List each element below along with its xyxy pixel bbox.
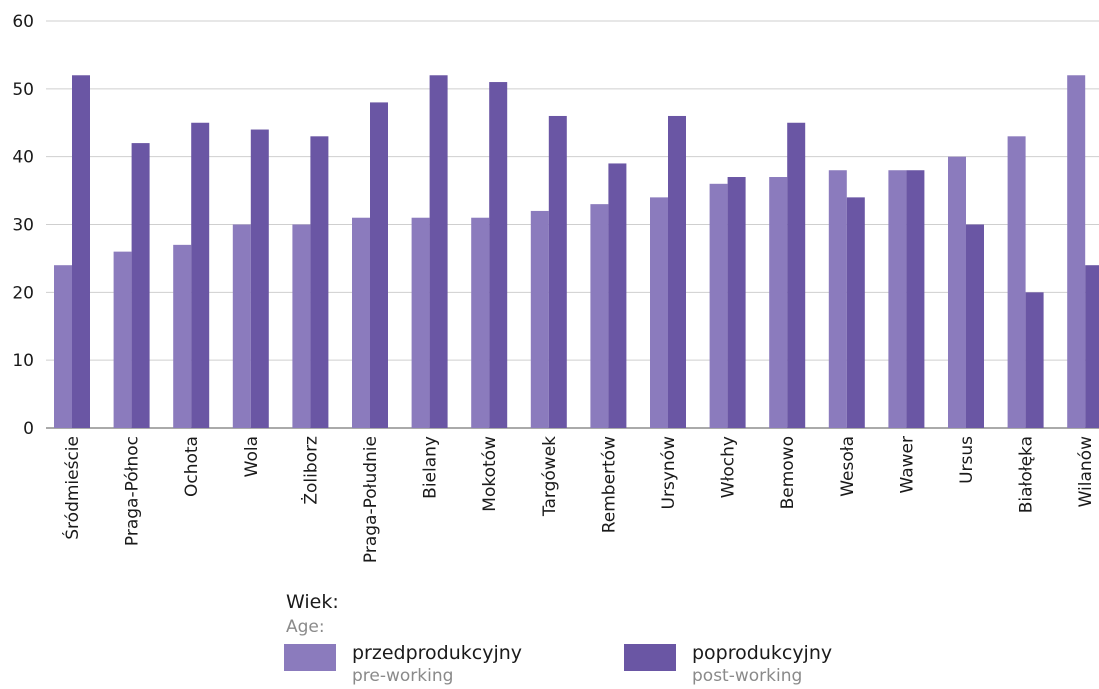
bar: [310, 136, 329, 429]
x-tick-label: Praga-Północ: [123, 436, 143, 546]
x-tick-label: Mokotów: [480, 436, 500, 512]
bar: [530, 210, 549, 428]
bar: [429, 75, 448, 429]
legend-swatch: [284, 644, 336, 671]
x-tick-label: Bielany: [421, 436, 441, 499]
x-tick-label: Wilanów: [1076, 436, 1096, 507]
bar: [906, 170, 925, 428]
bar: [948, 156, 966, 428]
bar: [54, 265, 72, 428]
x-tick-label: Bemowo: [778, 436, 798, 509]
bar: [191, 122, 210, 428]
bar: [1025, 292, 1044, 428]
bar: [727, 177, 746, 428]
bar: [888, 170, 907, 428]
bar: [292, 224, 311, 428]
y-tick-label: 40: [12, 148, 34, 168]
bar: [1085, 265, 1099, 428]
bar: [608, 163, 627, 428]
x-tick-label: Żoliborz: [300, 436, 321, 505]
x-tick-label: Ursynów: [659, 436, 679, 510]
bar: [709, 183, 728, 428]
bar: [131, 143, 150, 428]
legend-title: Wiek:: [286, 591, 339, 613]
x-tick-label: Praga-Południe: [361, 436, 381, 563]
x-tick-label: Ochota: [182, 436, 202, 497]
bar: [411, 217, 430, 428]
bar: [828, 170, 847, 428]
bar: [471, 217, 490, 428]
legend-sublabel: post-working: [692, 666, 803, 686]
y-tick-label: 60: [12, 12, 34, 32]
legend-subtitle: Age:: [286, 617, 325, 637]
y-tick-label: 10: [12, 351, 34, 371]
bar: [966, 224, 984, 428]
x-tick-label: Wola: [242, 436, 262, 477]
bar: [173, 244, 192, 428]
legend-label: poprodukcyjny: [692, 642, 833, 664]
bar: [232, 224, 251, 428]
bar: [489, 82, 508, 429]
bar: [548, 115, 567, 428]
x-tick-label: Rembertów: [599, 436, 619, 533]
bars: [54, 75, 1099, 429]
gridlines: [46, 20, 1099, 429]
bar: [1067, 75, 1086, 429]
y-tick-label: 50: [12, 80, 34, 100]
bar: [72, 75, 90, 429]
x-tick-label: Włochy: [719, 436, 739, 498]
bar: [650, 197, 668, 428]
x-tick-label: Ursus: [957, 436, 977, 484]
y-tick-label: 20: [12, 283, 34, 303]
legend-label: przedprodukcyjny: [352, 642, 523, 664]
bar: [769, 177, 788, 428]
bar: [113, 251, 132, 428]
x-tick-label: Wawer: [897, 436, 917, 494]
bar: [370, 102, 388, 429]
x-tick-label: Targówek: [540, 436, 560, 517]
y-tick-label: 0: [23, 419, 34, 439]
x-tick-label: Wesoła: [838, 436, 858, 497]
bar: [590, 204, 609, 428]
legend-swatch: [624, 644, 676, 671]
legend-sublabel: pre-working: [352, 666, 454, 686]
bar: [846, 197, 865, 428]
x-axis-ticks: Śródmieście Praga-Północ Ochota Wola Żolibor…: [61, 436, 1096, 563]
bar: [352, 217, 370, 428]
x-tick-label: Śródmieście: [61, 436, 83, 540]
legend: Wiek: Age: przedprodukcyjny pre-working …: [284, 591, 1084, 689]
bar: [787, 122, 806, 428]
x-tick-label: Białołęka: [1017, 436, 1037, 513]
bar-chart: 0 10 20 30 40 50 60 Śródmieście Praga-Północ Och…: [12, 12, 1099, 563]
bar: [668, 115, 686, 428]
y-tick-label: 30: [12, 216, 34, 236]
bar: [250, 129, 269, 429]
y-axis-ticks: 0 10 20 30 40 50 60: [12, 12, 34, 439]
bar: [1007, 136, 1026, 429]
